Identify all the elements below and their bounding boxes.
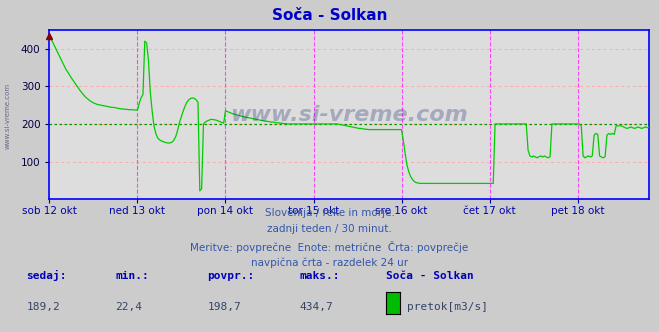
Text: 434,7: 434,7 — [300, 302, 333, 312]
Text: maks.:: maks.: — [300, 271, 340, 281]
Text: 189,2: 189,2 — [26, 302, 60, 312]
Text: pretok[m3/s]: pretok[m3/s] — [407, 302, 488, 312]
Text: zadnji teden / 30 minut.: zadnji teden / 30 minut. — [267, 224, 392, 234]
Text: navpična črta - razdelek 24 ur: navpična črta - razdelek 24 ur — [251, 257, 408, 268]
Text: 22,4: 22,4 — [115, 302, 142, 312]
Text: 198,7: 198,7 — [208, 302, 241, 312]
Text: min.:: min.: — [115, 271, 149, 281]
Text: www.si-vreme.com: www.si-vreme.com — [5, 83, 11, 149]
Text: www.si-vreme.com: www.si-vreme.com — [231, 105, 468, 124]
Text: povpr.:: povpr.: — [208, 271, 255, 281]
Text: Soča - Solkan: Soča - Solkan — [386, 271, 473, 281]
Text: Soča - Solkan: Soča - Solkan — [272, 8, 387, 23]
Text: Meritve: povprečne  Enote: metrične  Črta: povprečje: Meritve: povprečne Enote: metrične Črta:… — [190, 241, 469, 253]
Text: sedaj:: sedaj: — [26, 270, 67, 281]
Text: Slovenija / reke in morje.: Slovenija / reke in morje. — [264, 208, 395, 217]
